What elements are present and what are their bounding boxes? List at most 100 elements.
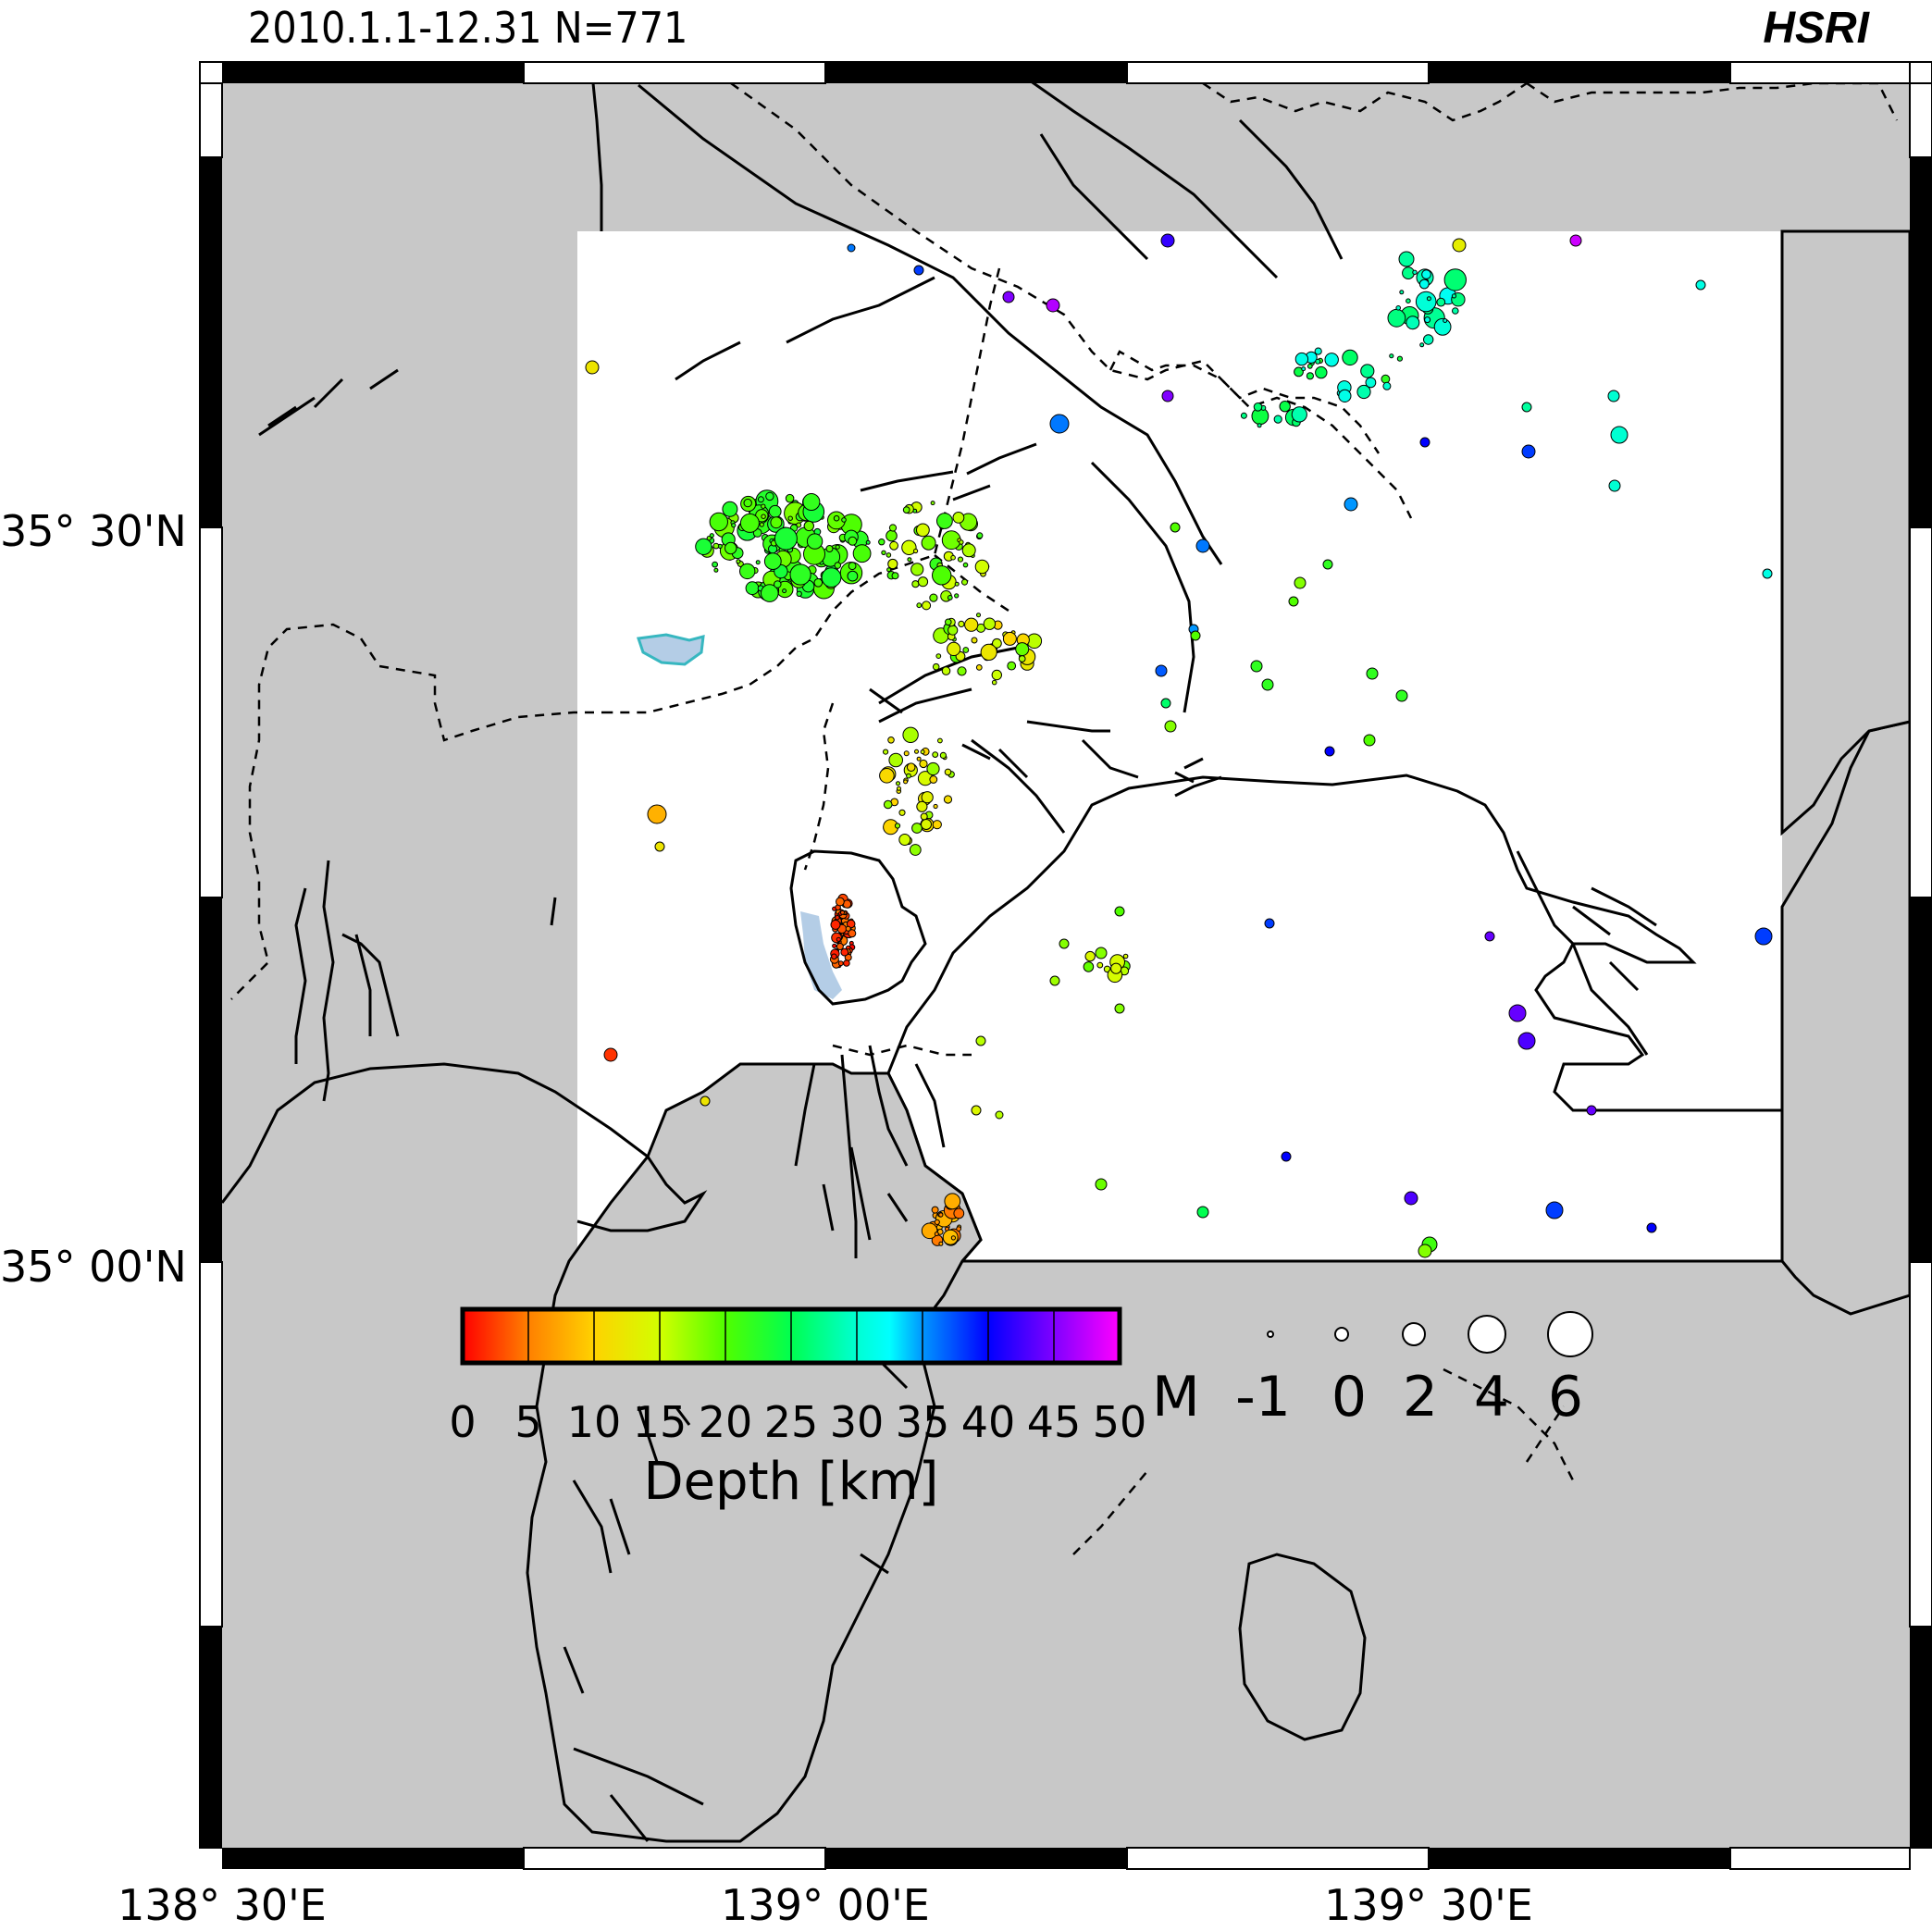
epicenter <box>1436 297 1446 307</box>
epicenter <box>785 493 795 503</box>
epicenter <box>848 929 857 938</box>
epicenter <box>1002 631 1017 646</box>
epicenter <box>713 567 719 573</box>
epicenter <box>957 556 964 563</box>
epicenter <box>930 501 935 506</box>
epicenter <box>947 595 953 600</box>
epicenter <box>917 576 929 588</box>
epicenter <box>835 915 840 921</box>
epicenter <box>887 737 895 744</box>
magnitude-legend: M -1 0 2 4 6 <box>1152 1311 1593 1430</box>
epicenter <box>929 775 938 784</box>
epicenter <box>1412 269 1418 275</box>
epicenter <box>911 823 923 834</box>
epicenter <box>709 512 728 532</box>
epicenter <box>743 498 752 508</box>
mag-label-minus1: -1 <box>1235 1365 1291 1430</box>
epicenter <box>782 588 787 594</box>
mag-label-6: 6 <box>1548 1365 1583 1430</box>
epicenter <box>1018 655 1026 662</box>
epicenter <box>834 562 842 569</box>
epicenter <box>1395 305 1401 311</box>
epicenter <box>585 360 600 375</box>
epicenter <box>1095 1178 1108 1191</box>
depth-tick-label: 15 <box>633 1397 687 1447</box>
epicenter <box>888 524 898 532</box>
epicenter <box>1360 364 1375 378</box>
epicenter <box>995 1110 1004 1120</box>
epicenter <box>959 539 964 545</box>
epicenter <box>1122 953 1129 959</box>
depth-scale-title: Depth [km] <box>643 1452 938 1512</box>
epicenter <box>932 820 942 830</box>
epicenter <box>1306 372 1315 380</box>
epicenter <box>1484 931 1495 942</box>
epicenter <box>712 542 720 550</box>
epicenter <box>802 493 821 511</box>
epicenter <box>1356 384 1371 400</box>
depth-tick-label: 25 <box>764 1397 819 1447</box>
epicenter <box>1083 961 1095 972</box>
epicenter <box>1395 689 1408 702</box>
epicenter <box>1418 1244 1432 1258</box>
epicenter <box>1240 412 1247 419</box>
epicenter <box>837 960 844 967</box>
epicenter <box>991 669 1003 681</box>
epicenter <box>887 558 898 570</box>
epicenter <box>921 819 932 830</box>
depth-tick-label: 45 <box>1027 1397 1082 1447</box>
epicenter <box>957 666 967 676</box>
epicenter <box>1261 678 1274 691</box>
epicenter <box>1315 358 1321 365</box>
epicenter <box>906 773 911 779</box>
epicenter <box>763 552 782 570</box>
epicenter <box>992 637 1002 649</box>
epicenter <box>1608 479 1621 492</box>
epicenter <box>879 768 895 784</box>
lat-label-35-30: 35° 30'N <box>0 506 187 556</box>
epicenter <box>1695 279 1706 291</box>
epicenter <box>920 812 928 821</box>
epicenter <box>848 536 858 546</box>
epicenter <box>1419 437 1430 448</box>
epicenter <box>952 512 965 524</box>
epicenter <box>1508 1004 1527 1022</box>
epicenter <box>980 643 997 662</box>
depth-tick-label: 0 <box>449 1397 476 1447</box>
epicenter <box>921 535 936 551</box>
epicenter <box>840 910 845 915</box>
epicenter <box>789 563 811 586</box>
lake-yamanaka <box>637 633 705 666</box>
epicenter <box>836 936 841 942</box>
epicenter <box>1419 342 1425 348</box>
epicenter <box>1406 298 1411 304</box>
earthquake-epicenters <box>585 233 1773 1258</box>
epicenter <box>1586 1105 1597 1116</box>
epicenter <box>974 559 990 575</box>
epicenter <box>910 563 924 576</box>
epicenter <box>831 953 837 960</box>
epicenter <box>886 567 892 573</box>
epicenter <box>1443 318 1448 323</box>
epicenter <box>916 523 930 538</box>
mag-symbol-6 <box>1547 1311 1593 1357</box>
epicenter <box>1569 234 1582 247</box>
epicenter <box>774 580 782 588</box>
epicenter <box>736 559 741 564</box>
epicenter <box>953 1207 965 1219</box>
epicenter <box>991 679 997 686</box>
epicenter <box>1257 423 1262 428</box>
epicenter <box>745 581 760 596</box>
epicenter <box>700 1095 711 1107</box>
epicenter <box>852 544 872 563</box>
epicenter <box>883 749 889 755</box>
epicenter <box>956 1226 961 1232</box>
mag-symbol-4 <box>1468 1315 1506 1354</box>
epicenter <box>1294 366 1304 378</box>
epicenter <box>712 561 718 568</box>
epicenter <box>836 943 844 950</box>
epicenter <box>1250 660 1263 673</box>
epicenter <box>929 593 938 602</box>
epicenter <box>1363 734 1376 747</box>
epicenter <box>941 666 951 675</box>
